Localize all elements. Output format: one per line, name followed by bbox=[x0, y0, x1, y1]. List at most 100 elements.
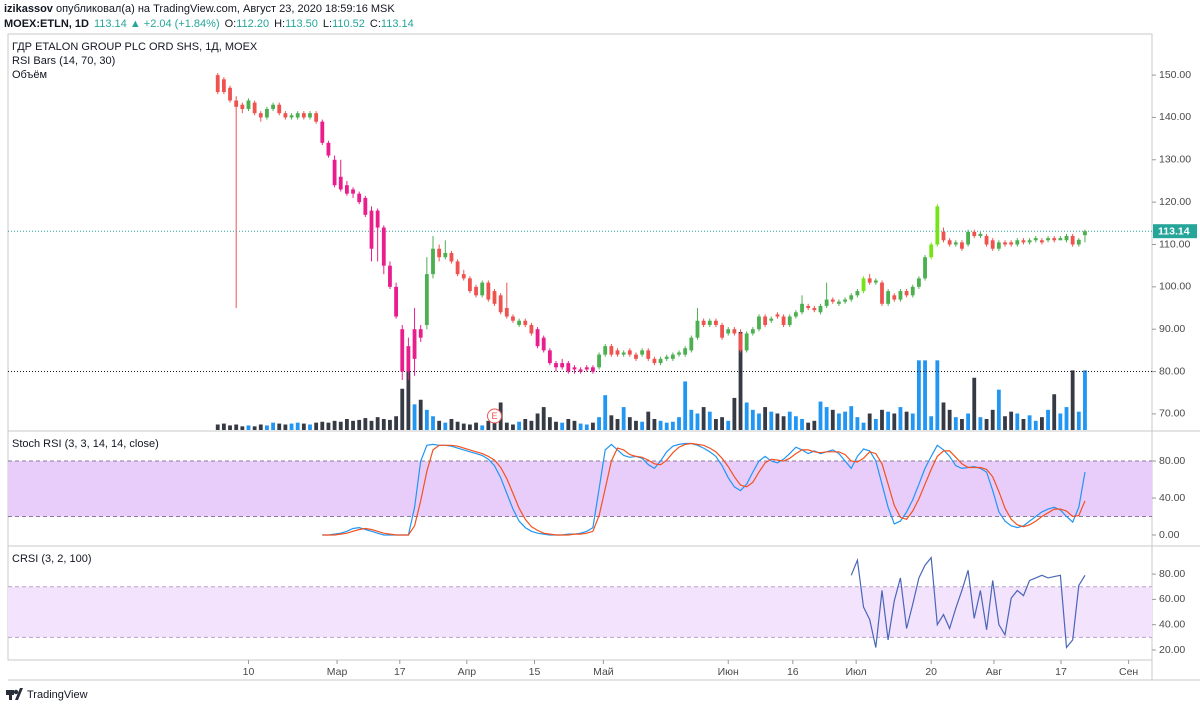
volume-bar bbox=[781, 416, 786, 430]
candle-body bbox=[849, 295, 854, 300]
quote-label: H: bbox=[274, 18, 285, 30]
y-tick-label: 100.00 bbox=[1159, 281, 1191, 293]
volume-bar bbox=[726, 420, 731, 430]
volume-label: Объём bbox=[12, 69, 47, 81]
volume-bar bbox=[1021, 419, 1026, 430]
volume-bar bbox=[824, 407, 829, 430]
candle-body bbox=[898, 291, 903, 300]
candle-body bbox=[547, 350, 552, 364]
volume-bar bbox=[314, 422, 319, 430]
volume-bar bbox=[400, 388, 405, 430]
volume-bar bbox=[461, 423, 466, 430]
candle-body bbox=[750, 329, 755, 334]
volume-bar bbox=[258, 424, 263, 430]
candle-body bbox=[228, 87, 232, 101]
candle-body bbox=[701, 320, 706, 325]
quote-label: O: bbox=[225, 18, 237, 30]
last-price-label: 113.14 bbox=[1158, 225, 1190, 237]
x-tick-label: 17 bbox=[1055, 666, 1067, 678]
candle-body bbox=[480, 282, 485, 296]
volume-bar bbox=[627, 417, 632, 430]
volume-bar bbox=[744, 402, 749, 430]
volume-bar bbox=[467, 424, 472, 430]
candle-body bbox=[720, 324, 724, 338]
volume-bar bbox=[535, 413, 540, 430]
candle-body bbox=[996, 242, 1001, 249]
candle-body bbox=[1003, 242, 1007, 245]
volume-bar bbox=[837, 413, 841, 430]
quote-value: 110.52 bbox=[332, 18, 365, 30]
x-tick-label: 17 bbox=[394, 666, 406, 678]
volume-bar bbox=[880, 409, 884, 430]
candle-body bbox=[793, 312, 798, 317]
candle-body bbox=[929, 244, 934, 258]
volume-bar bbox=[1058, 413, 1063, 430]
candle-body bbox=[295, 113, 300, 118]
volume-bar bbox=[929, 416, 934, 430]
candle-body bbox=[1064, 236, 1069, 241]
candle-body bbox=[234, 100, 239, 107]
candle-body bbox=[1046, 238, 1050, 241]
candle-body bbox=[375, 210, 380, 228]
volume-bar bbox=[431, 416, 435, 430]
candle-body bbox=[455, 261, 460, 275]
volume-bar bbox=[523, 419, 528, 430]
volume-bar bbox=[812, 420, 817, 430]
candle-body bbox=[695, 320, 700, 338]
candle-body bbox=[246, 100, 251, 109]
candle-body bbox=[535, 329, 540, 347]
volume-bar bbox=[800, 419, 804, 430]
candle-body bbox=[1009, 242, 1014, 245]
volume-bar bbox=[277, 423, 282, 430]
volume-bar bbox=[775, 413, 780, 430]
symbol: MOEX:ETLN, 1D bbox=[4, 18, 89, 30]
y-tick-label: 120.00 bbox=[1159, 196, 1191, 208]
volume-bar bbox=[265, 425, 269, 430]
candle-body bbox=[861, 278, 866, 292]
candle-body bbox=[941, 231, 946, 241]
volume-bar bbox=[591, 422, 595, 430]
candle-body bbox=[769, 318, 774, 321]
candle-body bbox=[990, 240, 995, 249]
volume-bar bbox=[1015, 413, 1020, 430]
candle-body bbox=[412, 329, 417, 359]
volume-bar bbox=[720, 417, 724, 430]
x-tick-label: Май bbox=[593, 666, 614, 678]
indicator-line bbox=[322, 442, 1086, 536]
y-tick-label: 90.00 bbox=[1159, 323, 1185, 335]
volume-bar bbox=[732, 397, 737, 430]
volume-bar bbox=[541, 407, 546, 430]
volume-bar bbox=[424, 409, 429, 430]
volume-bar bbox=[246, 425, 251, 430]
candle-body bbox=[781, 316, 786, 325]
volume-bar bbox=[695, 413, 700, 430]
candle-body bbox=[1083, 231, 1087, 236]
candle-body bbox=[461, 274, 466, 279]
candle-body bbox=[837, 301, 841, 304]
candle-body bbox=[277, 104, 282, 114]
quote-value: 113.14 bbox=[381, 18, 414, 30]
candle-body bbox=[320, 121, 325, 143]
y-tick-label: 140.00 bbox=[1159, 111, 1191, 123]
volume-bar bbox=[738, 331, 743, 430]
candle-body bbox=[843, 299, 847, 302]
volume-bar bbox=[504, 422, 509, 430]
quote-line: MOEX:ETLN, 1D 113.14 ▲ +2.04 (+1.84%) O:11… bbox=[4, 18, 414, 30]
logo-part bbox=[13, 689, 19, 695]
candle-body bbox=[326, 142, 331, 156]
volume-bar bbox=[412, 404, 417, 430]
volume-bar bbox=[658, 420, 663, 430]
candle-body bbox=[474, 286, 478, 296]
volume-bar bbox=[898, 407, 903, 430]
candle-body bbox=[886, 291, 891, 304]
volume-bar bbox=[923, 360, 927, 430]
candle-body bbox=[763, 316, 768, 325]
candle-body bbox=[670, 354, 675, 359]
candle-body bbox=[984, 236, 989, 245]
volume-bar bbox=[670, 421, 675, 430]
volume-bar bbox=[861, 422, 866, 430]
volume-bar bbox=[326, 422, 331, 430]
volume-bar bbox=[381, 419, 386, 430]
volume-bar bbox=[572, 420, 577, 430]
